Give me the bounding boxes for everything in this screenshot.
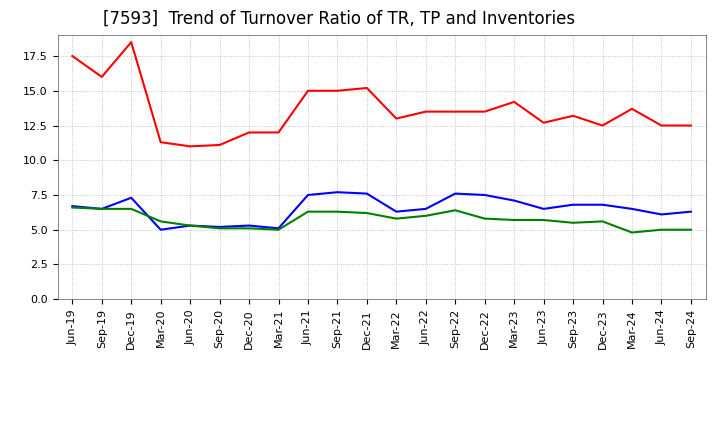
Trade Receivables xyxy=(687,123,696,128)
Text: [7593]  Trend of Turnover Ratio of TR, TP and Inventories: [7593] Trend of Turnover Ratio of TR, TP… xyxy=(103,10,575,28)
Trade Receivables xyxy=(97,74,106,80)
Trade Payables xyxy=(451,191,459,196)
Trade Receivables xyxy=(363,85,372,91)
Inventories xyxy=(421,213,430,219)
Inventories xyxy=(186,223,194,228)
Trade Payables xyxy=(156,227,165,232)
Trade Receivables xyxy=(510,99,518,105)
Inventories xyxy=(363,210,372,216)
Inventories xyxy=(539,217,548,223)
Inventories xyxy=(304,209,312,214)
Trade Payables xyxy=(539,206,548,212)
Trade Payables xyxy=(274,226,283,231)
Trade Payables xyxy=(480,192,489,198)
Trade Payables xyxy=(363,191,372,196)
Trade Payables xyxy=(687,209,696,214)
Trade Receivables xyxy=(598,123,607,128)
Trade Receivables xyxy=(628,106,636,111)
Inventories xyxy=(628,230,636,235)
Trade Payables xyxy=(97,206,106,212)
Trade Payables xyxy=(215,224,224,230)
Line: Inventories: Inventories xyxy=(72,208,691,232)
Trade Receivables xyxy=(127,40,135,45)
Trade Payables xyxy=(657,212,666,217)
Inventories xyxy=(687,227,696,232)
Inventories xyxy=(569,220,577,225)
Trade Receivables xyxy=(480,109,489,114)
Trade Receivables xyxy=(539,120,548,125)
Inventories xyxy=(68,205,76,210)
Inventories xyxy=(156,219,165,224)
Trade Payables xyxy=(392,209,400,214)
Trade Payables xyxy=(510,198,518,203)
Trade Receivables xyxy=(304,88,312,93)
Trade Payables xyxy=(628,206,636,212)
Trade Receivables xyxy=(569,113,577,118)
Inventories xyxy=(97,206,106,212)
Inventories xyxy=(215,226,224,231)
Trade Receivables xyxy=(245,130,253,135)
Trade Payables xyxy=(186,223,194,228)
Trade Payables xyxy=(421,206,430,212)
Trade Payables xyxy=(598,202,607,207)
Line: Trade Receivables: Trade Receivables xyxy=(72,42,691,147)
Trade Receivables xyxy=(657,123,666,128)
Inventories xyxy=(245,226,253,231)
Trade Receivables xyxy=(451,109,459,114)
Inventories xyxy=(480,216,489,221)
Inventories xyxy=(598,219,607,224)
Trade Receivables xyxy=(186,144,194,149)
Inventories xyxy=(510,217,518,223)
Inventories xyxy=(274,227,283,232)
Trade Receivables xyxy=(392,116,400,121)
Trade Receivables xyxy=(215,142,224,147)
Trade Payables xyxy=(304,192,312,198)
Inventories xyxy=(392,216,400,221)
Inventories xyxy=(333,209,342,214)
Trade Receivables xyxy=(156,139,165,145)
Trade Payables xyxy=(333,190,342,195)
Trade Payables xyxy=(569,202,577,207)
Trade Receivables xyxy=(274,130,283,135)
Inventories xyxy=(451,208,459,213)
Inventories xyxy=(127,206,135,212)
Trade Payables xyxy=(245,223,253,228)
Line: Trade Payables: Trade Payables xyxy=(72,192,691,230)
Trade Receivables xyxy=(421,109,430,114)
Trade Payables xyxy=(127,195,135,200)
Inventories xyxy=(657,227,666,232)
Trade Payables xyxy=(68,203,76,209)
Trade Receivables xyxy=(333,88,342,93)
Trade Receivables xyxy=(68,53,76,59)
